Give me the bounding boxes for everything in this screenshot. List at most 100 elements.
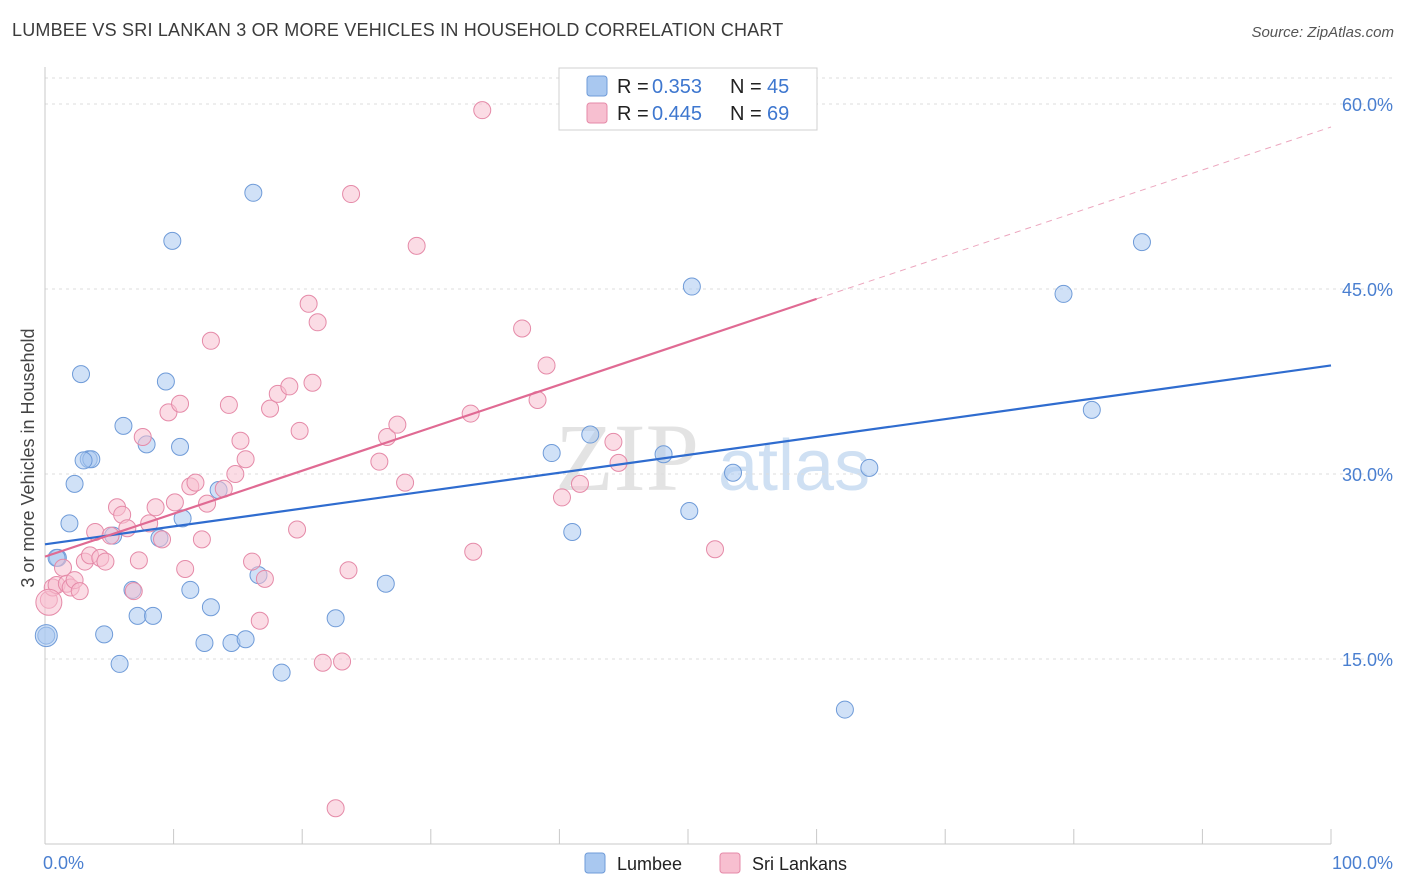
sri-lankan-point (280, 377, 299, 396)
lumbee-point (542, 444, 561, 463)
lumbee-point (1132, 233, 1151, 252)
sri-lankan-point (261, 399, 280, 418)
sri-lankan-point (288, 520, 307, 539)
sri-lankan-point (153, 530, 172, 549)
lumbee-point (65, 474, 84, 493)
lumbee-point (72, 365, 91, 384)
y-axis-label: 3 or more Vehicles in Household (18, 328, 38, 587)
sri-lankan-point (250, 611, 269, 630)
lumbee-point (680, 502, 699, 520)
legend-n-label: N = (730, 103, 762, 125)
lumbee-point (114, 416, 133, 435)
lumbee-trendline (44, 364, 1332, 546)
legend-n-value: 45 (767, 76, 789, 98)
sri-lankan-point (186, 473, 205, 492)
watermark-zip: ZIP (555, 404, 699, 511)
y-tick-label: 60.0% (1342, 95, 1393, 115)
sri-lankan-trendline-extension (816, 126, 1332, 300)
sri-lankan-trendline (44, 297, 817, 558)
sri-lankan-point (226, 465, 245, 483)
lumbee-point (110, 654, 129, 673)
legend-swatch (586, 75, 608, 97)
chart-title: LUMBEE VS SRI LANKAN 3 OR MORE VEHICLES … (12, 20, 784, 40)
lumbee-point (724, 463, 743, 482)
sri-lankan-point (146, 498, 165, 517)
sri-lankan-point (326, 799, 345, 818)
sri-lankan-point (133, 428, 152, 446)
lumbee-point (244, 183, 263, 202)
bottom-legend: Lumbee Sri Lankans (584, 852, 847, 874)
sri-lankan-point (308, 313, 327, 332)
sri-lankan-point (604, 432, 623, 451)
lumbee-point (171, 437, 190, 456)
sri-lankan-point (706, 540, 725, 559)
lumbee-point (1054, 284, 1073, 303)
x-tick-label-max: 100.0% (1332, 853, 1393, 873)
lumbee-point (860, 458, 879, 477)
lumbee-point (60, 514, 79, 533)
lumbee-point (563, 522, 582, 541)
legend-n-value: 69 (767, 103, 789, 125)
sri-lankan-point (96, 552, 115, 571)
lumbee-point (1082, 400, 1101, 419)
lumbee-point (682, 277, 701, 296)
lumbee-point (163, 231, 182, 250)
lumbee-point (95, 625, 114, 644)
series-sri-lankans (39, 101, 725, 818)
sri-lankan-point (290, 421, 309, 440)
sri-lankan-point (165, 493, 184, 512)
lumbee-point (181, 580, 200, 599)
lumbee-point (74, 451, 93, 470)
lumbee-point (581, 425, 600, 444)
lumbee-point (236, 630, 255, 649)
y-tick-label: 15.0% (1342, 650, 1393, 670)
sri-lankan-point (219, 395, 238, 414)
sri-lankan-point (407, 236, 426, 255)
y-tick-label: 30.0% (1342, 465, 1393, 485)
sri-lankan-point (236, 450, 255, 469)
sri-lankan-point (313, 653, 332, 672)
bottom-legend-swatch (719, 852, 741, 874)
sri-lankan-point (192, 530, 211, 549)
sri-lankan-point (303, 373, 322, 392)
sri-lankan-point (299, 294, 318, 313)
legend-n-label: N = (730, 76, 762, 98)
sri-lankan-point (129, 551, 148, 570)
legend-r-value: 0.353 (652, 76, 702, 98)
sri-lankan-point (370, 452, 389, 471)
sri-lankan-point (342, 185, 361, 204)
lumbee-point (326, 609, 345, 628)
sri-lankan-point (513, 319, 532, 338)
sri-lankan-point (537, 356, 556, 375)
sri-lankan-point (396, 473, 415, 492)
lumbee-point (201, 598, 220, 617)
sri-lankan-point (339, 561, 358, 580)
sri-lankan-point (570, 474, 589, 493)
y-tick-label: 45.0% (1342, 280, 1393, 300)
sri-lankan-point (171, 394, 190, 413)
lumbee-point (144, 606, 163, 625)
bottom-legend-swatch (584, 852, 606, 874)
legend-swatch (586, 102, 608, 124)
sri-lankan-point (243, 552, 262, 571)
sri-lankan-point-large (35, 588, 63, 616)
sri-lankan-point (552, 488, 571, 507)
lumbee-point (272, 663, 291, 682)
legend-r-label: R = (617, 76, 649, 98)
lumbee-point (835, 700, 854, 719)
lumbee-point (195, 633, 214, 652)
sri-lankan-point (473, 101, 492, 120)
legend-r-label: R = (617, 103, 649, 125)
lumbee-point (156, 372, 175, 391)
legend-r-value: 0.445 (652, 103, 702, 125)
sri-lankan-point (124, 582, 143, 601)
sri-lankan-point (255, 569, 274, 588)
sri-lankan-point (388, 415, 407, 434)
sri-lankan-point (176, 559, 195, 578)
sri-lankan-point (333, 652, 352, 671)
bottom-legend-label: Lumbee (617, 854, 682, 874)
watermark-atlas: atlas (718, 426, 870, 506)
x-tick-label-min: 0.0% (43, 853, 84, 873)
sri-lankan-point (70, 582, 89, 601)
